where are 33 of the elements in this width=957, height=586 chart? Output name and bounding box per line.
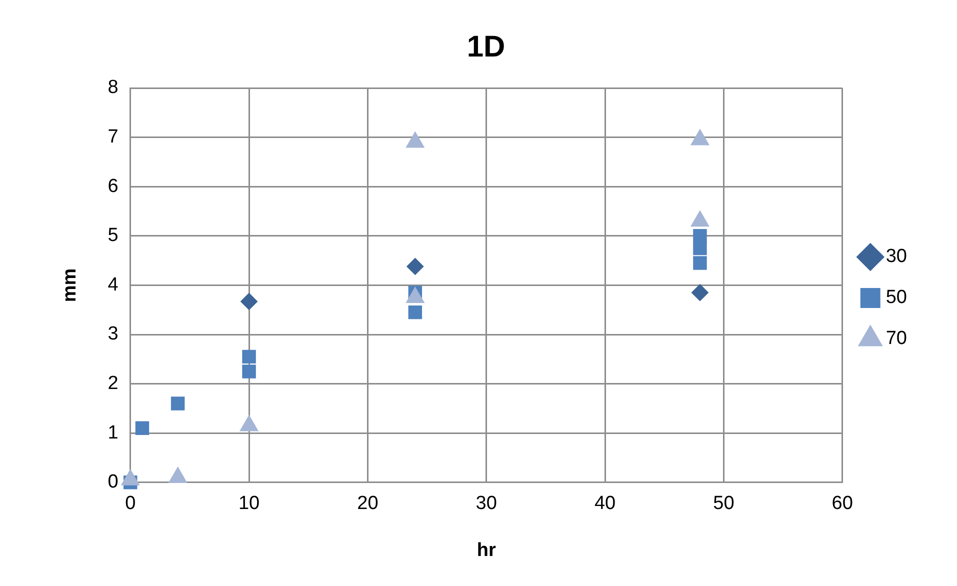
point — [691, 284, 708, 302]
point — [170, 396, 185, 410]
point — [408, 305, 422, 320]
legend-label: 30 — [886, 246, 908, 268]
point — [240, 292, 258, 310]
legend-label: 50 — [886, 287, 908, 308]
y-tick-label: 0 — [108, 472, 118, 493]
point — [406, 258, 424, 275]
x-axis-title: hr — [476, 540, 496, 561]
x-tick-label: 40 — [594, 493, 616, 514]
x-tick-label: 50 — [713, 493, 734, 514]
legend-label: 70 — [886, 328, 908, 350]
x-tick-label: 30 — [476, 493, 497, 514]
point — [135, 421, 150, 436]
x-tick-label: 10 — [238, 493, 260, 514]
y-tick-label: 4 — [108, 274, 119, 296]
y-tick-label: 8 — [108, 77, 118, 98]
point — [242, 350, 256, 364]
point — [693, 256, 707, 270]
x-tick-label: 20 — [357, 493, 378, 514]
y-tick-label: 3 — [108, 324, 118, 345]
y-tick-label: 2 — [108, 373, 118, 394]
x-tick-label: 60 — [832, 493, 853, 514]
point — [242, 364, 256, 378]
chart-title: 1D — [466, 30, 506, 64]
y-tick-label: 5 — [108, 225, 118, 246]
y-tick-label: 1 — [108, 422, 118, 444]
point — [693, 241, 707, 256]
point — [693, 229, 707, 243]
y-tick-label: 6 — [108, 176, 118, 197]
y-axis-title: mm — [60, 268, 81, 302]
y-tick-label: 7 — [108, 126, 118, 148]
x-tick-label: 0 — [125, 493, 136, 514]
